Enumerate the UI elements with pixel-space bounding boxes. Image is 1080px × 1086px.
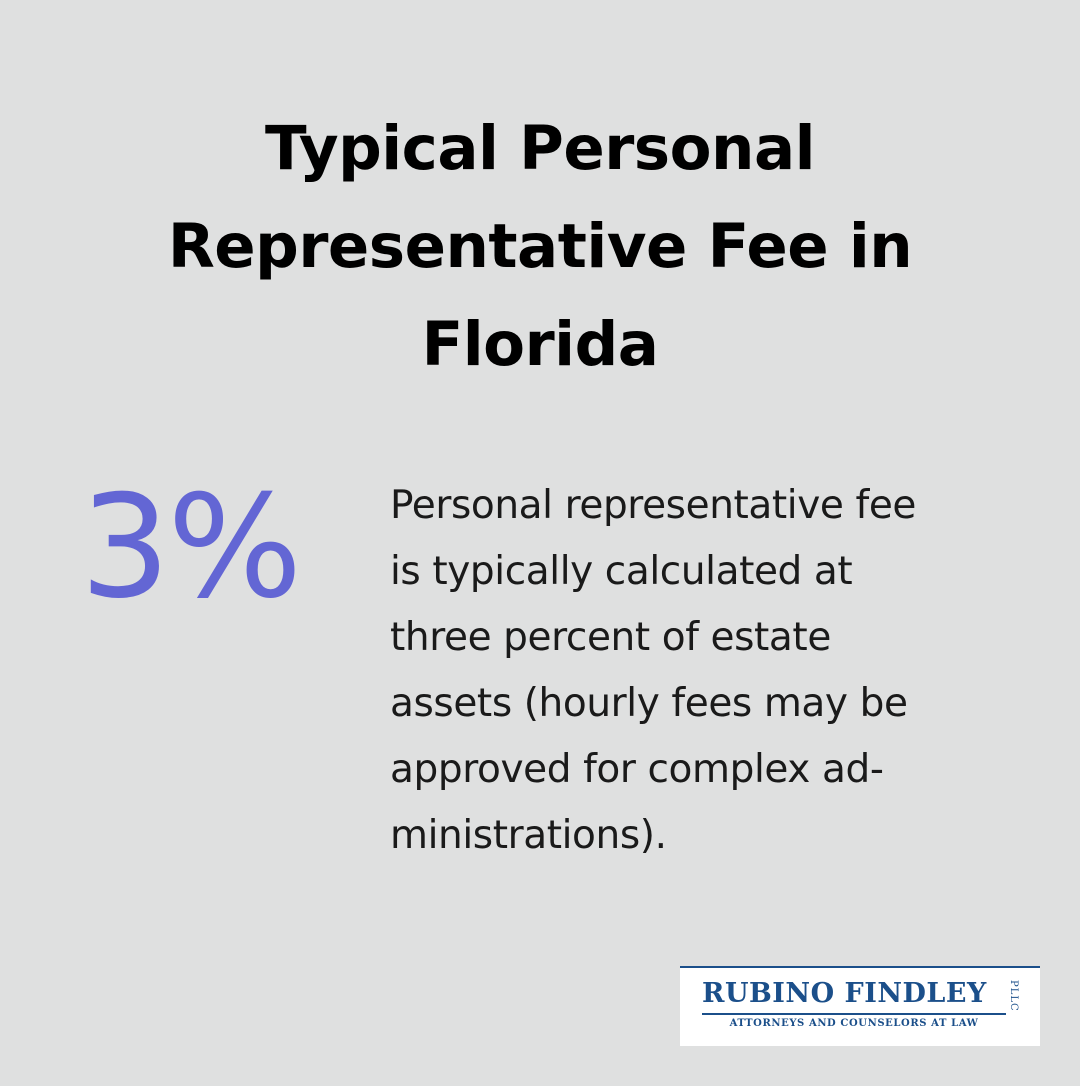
description-line-2: is typically calculated at xyxy=(390,549,853,594)
firm-logo: RUBINO FINDLEY PLLC ATTORNEYS AND COUNSE… xyxy=(680,966,1040,1046)
title-line-1: Typical Personal xyxy=(264,113,816,184)
description-line-1: Personal representative fee xyxy=(390,483,917,528)
stat-description: Personal representative fee is typically… xyxy=(390,473,1030,869)
description-line-5: approved for complex ad- xyxy=(390,747,884,792)
logo-pllc: PLLC xyxy=(1008,980,1019,1012)
description-line-3: three percent of estate xyxy=(390,615,831,660)
logo-firm-name: RUBINO FINDLEY xyxy=(702,978,987,1009)
logo-tagline: ATTORNEYS AND COUNSELORS AT LAW xyxy=(729,1018,979,1029)
logo-divider xyxy=(702,1013,1006,1015)
title-line-2: Representative Fee in xyxy=(167,211,913,282)
description-line-6: ministrations). xyxy=(390,813,667,858)
logo-top-rule xyxy=(680,966,1040,968)
stat-value: 3% xyxy=(80,465,302,630)
title-line-3: Florida xyxy=(421,309,659,380)
description-line-4: assets (hourly fees may be xyxy=(390,681,908,726)
page-title: Typical Personal Representative Fee in F… xyxy=(0,100,1080,394)
